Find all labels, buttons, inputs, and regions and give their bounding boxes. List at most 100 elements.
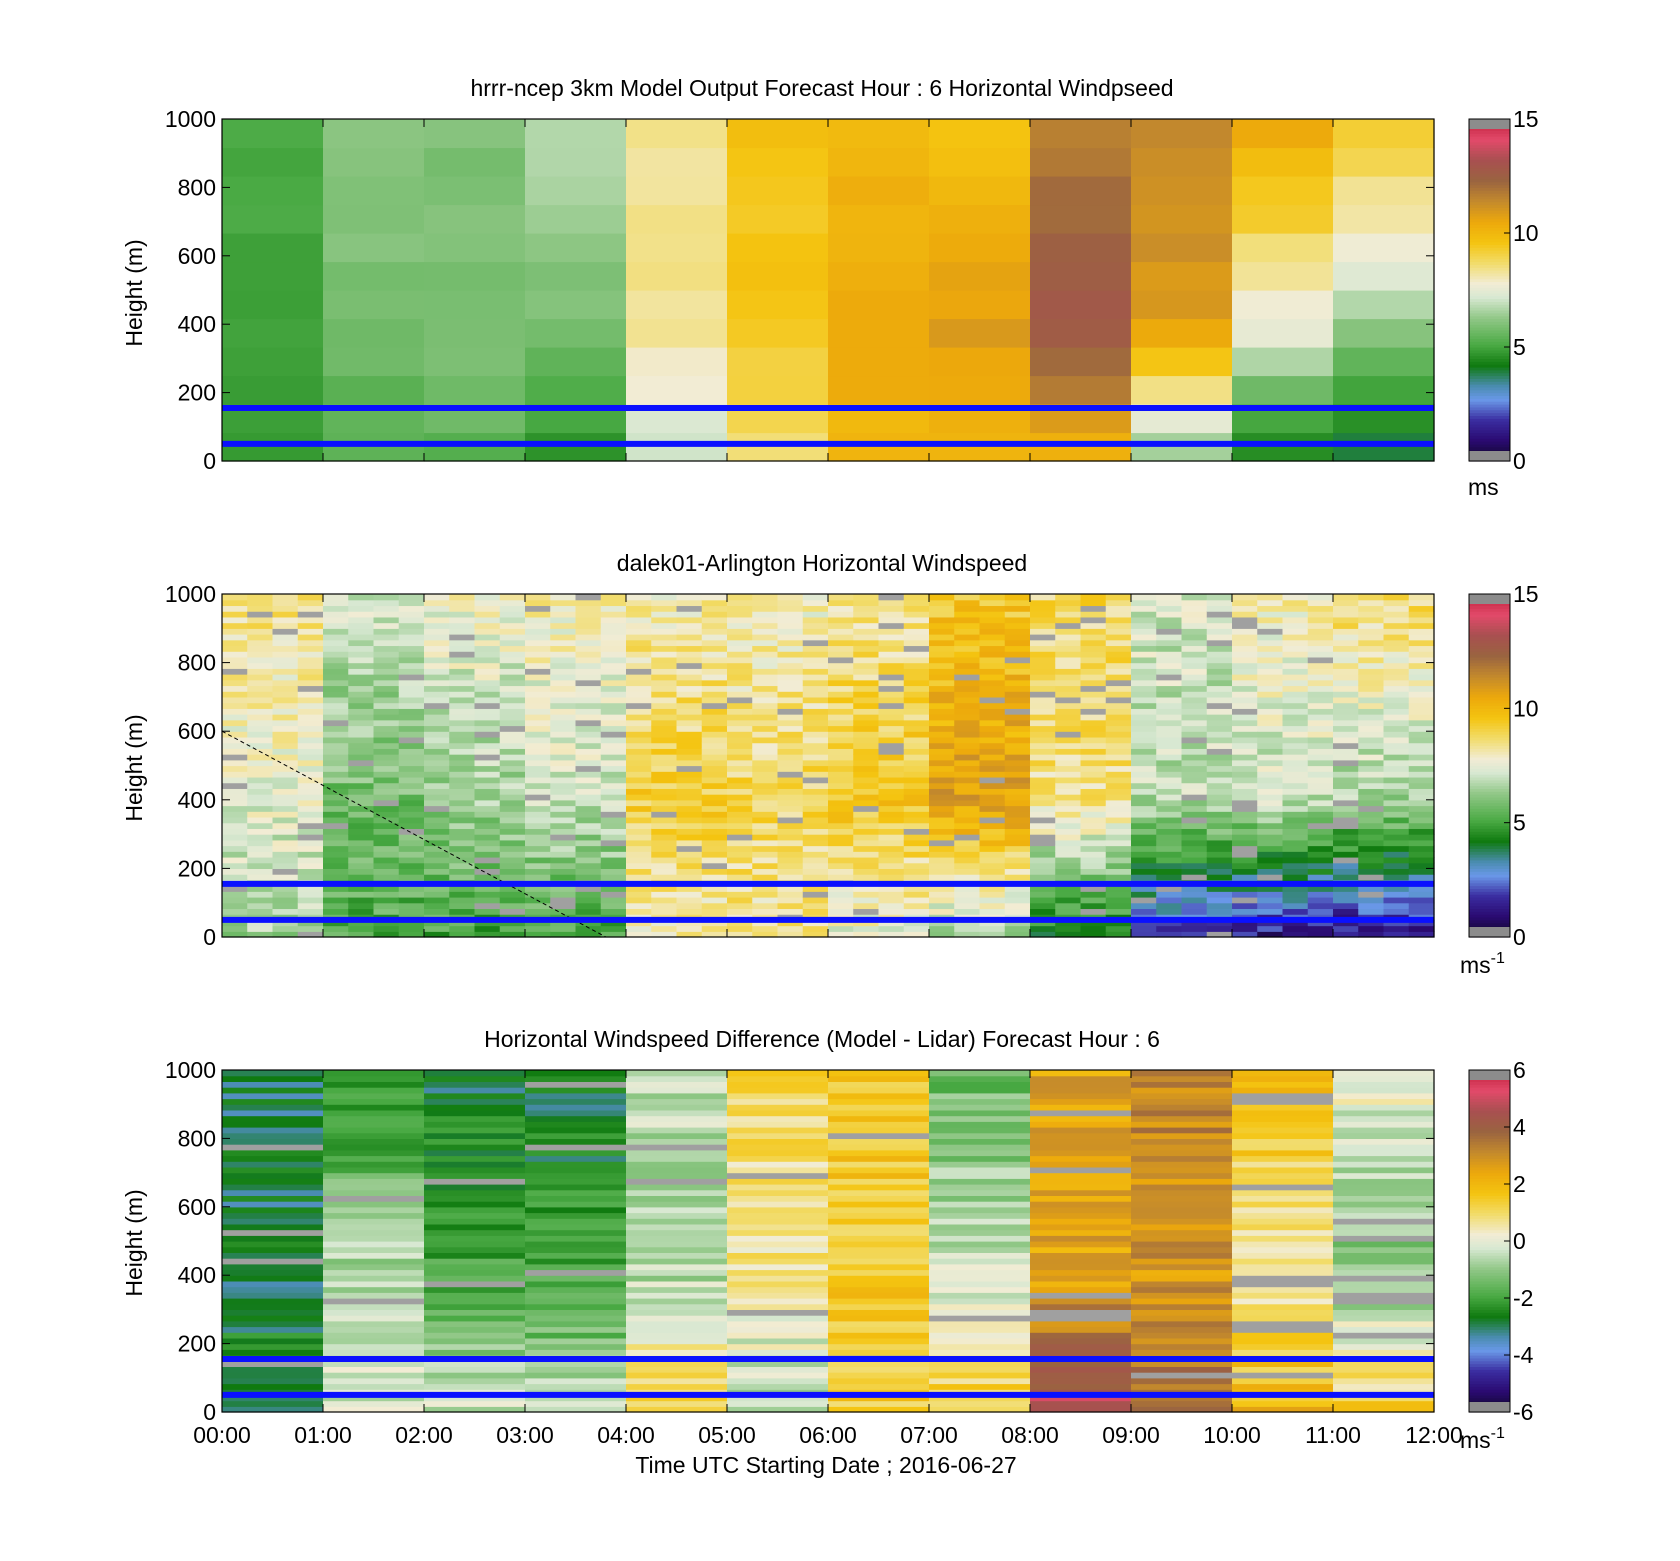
heatmap-cell [1055,719,1082,727]
heatmap-cell [323,1109,425,1117]
heatmap-cell [1181,925,1208,932]
heatmap-cell [878,748,905,755]
heatmap-cell [626,1206,728,1214]
heatmap-cell [1004,931,1031,938]
heatmap-cell [1307,931,1334,938]
heatmap-cell [1181,834,1208,841]
colorbar-segment [1469,1186,1510,1191]
heatmap-cell [1105,868,1132,875]
heatmap-cell [525,1195,627,1202]
heatmap-cell [752,874,779,881]
heatmap-cell [348,834,375,841]
heatmap-cell [1080,868,1107,875]
heatmap-cell [499,634,526,641]
heatmap-cell [1030,1201,1132,1208]
colorbar-segment [1469,1258,1510,1262]
heatmap-cell [1030,759,1056,767]
heatmap-cell [323,645,349,652]
heatmap-cell [1206,834,1233,841]
heatmap-cell [878,794,905,801]
heatmap-cell [828,685,854,692]
heatmap-cell [1232,599,1258,607]
colorbar-segment [1469,406,1510,411]
heatmap-cell [752,754,779,761]
heatmap-cell [222,776,248,784]
heatmap-cell [1257,696,1284,704]
heatmap-cell [1206,674,1233,681]
heatmap-cell [1408,822,1435,829]
heatmap-cell [979,639,1006,647]
heatmap-cell [449,696,476,704]
heatmap-cell [626,771,652,778]
heatmap-cell [979,594,1006,601]
heatmap-cell [1131,834,1157,841]
heatmap-cell [525,639,551,647]
heatmap-cell [272,765,299,772]
heatmap-cell [424,1109,526,1117]
heatmap-cell [802,754,829,761]
heatmap-cell [1206,759,1233,767]
heatmap-cell [1206,599,1233,607]
colorbar-segment [1469,1118,1510,1122]
heatmap-cell [474,919,501,927]
heatmap-cell [1358,679,1385,687]
heatmap-cell [777,639,804,647]
heatmap-cell [398,731,425,738]
heatmap-cell [525,1286,627,1293]
heatmap-cell [1232,1189,1334,1196]
heatmap-cell [1030,176,1132,206]
heatmap-cell [424,845,450,852]
heatmap-cell [1030,1349,1132,1356]
heatmap-cell [348,674,375,681]
heatmap-cell [626,1246,728,1253]
heatmap-cell [474,616,501,624]
heatmap-cell [777,834,804,841]
colorbar-segment [1469,184,1510,188]
heatmap-cell [752,696,779,704]
heatmap-cell [1232,1109,1334,1117]
heatmap-cell [676,931,703,938]
heatmap-cell [929,233,1031,263]
heatmap-cell [979,931,1006,938]
heatmap-cell [802,616,829,624]
heatmap-cell [1131,1172,1233,1179]
heatmap-cell [575,771,602,778]
heatmap-cell [651,628,678,635]
heatmap-cell [828,799,854,807]
heatmap-cell [828,375,930,405]
heatmap-cell [727,754,753,761]
colorbar-segment [1469,1332,1510,1336]
heatmap-cell [1333,816,1359,824]
heatmap-cell [323,432,425,462]
heatmap-cell [1333,828,1359,835]
heatmap-cell [1080,776,1107,784]
heatmap-cell [777,656,804,664]
heatmap-cell [297,725,324,732]
heatmap-cell [651,674,678,681]
heatmap-cell [676,908,703,915]
heatmap-cell [1232,204,1334,234]
heatmap-cell [1004,908,1031,915]
heatmap-cell [1004,696,1031,704]
heatmap-cell [929,679,955,687]
heatmap-cell [626,1178,728,1185]
heatmap-cell [600,719,627,727]
colorbar-segment [1469,819,1510,824]
heatmap-cell [600,799,627,807]
heatmap-cell [727,204,829,234]
heatmap-cell [1131,1326,1233,1333]
heatmap-cell [1004,822,1031,829]
heatmap-cell [272,616,299,624]
heatmap-cell [222,1292,324,1299]
heatmap-cell [626,731,652,738]
heatmap-cell [1282,896,1309,904]
heatmap-cell [1080,719,1107,727]
heatmap-cell [1232,1303,1334,1310]
colorbar-segment [1469,616,1510,621]
heatmap-cell [449,759,476,767]
heatmap-cell [424,1104,526,1111]
heatmap-cell [828,1092,930,1100]
heatmap-cell [1282,674,1309,681]
heatmap-cell [828,822,854,829]
heatmap-cell [323,651,349,658]
